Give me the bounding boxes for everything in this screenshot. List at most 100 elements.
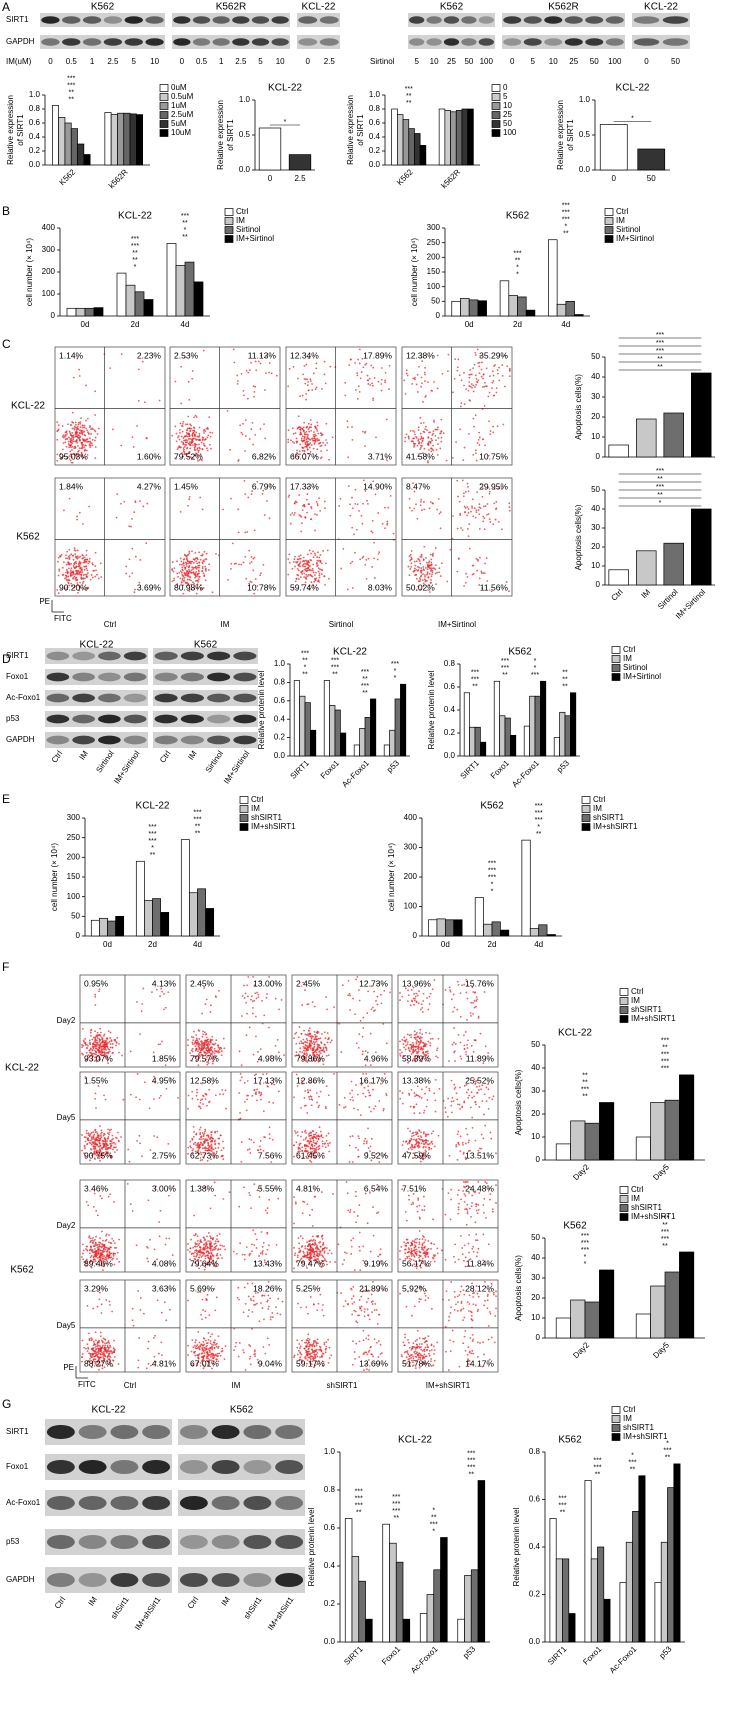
flow-event <box>505 581 508 583</box>
flow-event <box>454 358 456 361</box>
flow-event <box>313 574 316 577</box>
flow-event <box>212 1137 214 1140</box>
flow-event <box>434 572 437 575</box>
flow-event <box>189 430 192 433</box>
flow-event <box>271 1138 274 1141</box>
flow-event <box>294 453 297 456</box>
flow-event <box>489 521 492 523</box>
flow-plot-frame <box>54 477 166 597</box>
flow-event <box>82 439 85 442</box>
flow-event <box>109 1046 112 1049</box>
flow-event <box>303 439 306 442</box>
flow-event <box>305 446 308 448</box>
flow-event <box>204 1138 207 1140</box>
flow-event <box>317 567 320 570</box>
flow-event <box>83 559 86 561</box>
flow-event <box>307 381 310 383</box>
flow-event <box>238 563 240 566</box>
flow-event <box>228 1191 231 1193</box>
flow-event <box>106 1045 109 1048</box>
flow-event <box>57 429 60 432</box>
flow-event <box>490 1137 493 1140</box>
flow-event <box>311 1042 314 1045</box>
flow-event <box>376 1003 379 1006</box>
flow-event <box>126 1182 129 1185</box>
flow-event <box>422 1145 425 1148</box>
flow-plot-frame <box>169 477 281 597</box>
flow-event <box>74 440 76 443</box>
flow-event <box>315 1142 317 1145</box>
flow-event <box>435 564 437 567</box>
flow-event <box>256 991 258 994</box>
flow-event <box>293 511 296 514</box>
flow-event <box>421 452 424 455</box>
flow-event <box>59 555 61 557</box>
flow-event <box>82 426 84 429</box>
flow-event <box>129 1093 132 1096</box>
flow-event <box>254 578 257 580</box>
blot-band <box>145 38 164 46</box>
flow-event <box>456 366 459 369</box>
flow-event <box>188 550 191 553</box>
flow-event <box>380 389 383 392</box>
flow-event <box>484 562 486 565</box>
flow-event <box>368 1091 371 1094</box>
flow-event <box>478 372 481 375</box>
blot-band <box>41 38 60 46</box>
flow-event <box>188 568 190 571</box>
flow-event <box>329 1041 332 1044</box>
flow-event <box>301 1004 304 1006</box>
flow-event <box>97 1243 99 1246</box>
flow-event <box>190 571 193 574</box>
flow-event <box>464 1142 467 1145</box>
flow-event <box>187 1044 189 1047</box>
flow-event <box>74 435 77 438</box>
flow-event <box>186 446 189 449</box>
flow-event <box>480 572 483 574</box>
flow-event <box>97 1037 99 1040</box>
quadrant-percent: 4.96% <box>364 1053 389 1063</box>
flow-event <box>508 370 511 372</box>
flow-event <box>262 1110 265 1113</box>
flow-event <box>171 568 174 570</box>
flow-event <box>407 1047 410 1050</box>
flow-event <box>93 1245 95 1247</box>
flow-event <box>308 549 311 552</box>
flow-event <box>62 561 65 563</box>
flow-event <box>310 1143 313 1146</box>
flow-event <box>437 498 440 500</box>
flow-event <box>219 1254 222 1256</box>
flow-event <box>416 517 419 520</box>
flow-event <box>255 369 258 372</box>
flow-event <box>77 423 80 426</box>
flow-event <box>84 1140 87 1143</box>
flow-event <box>428 1002 431 1005</box>
flow-event <box>87 562 90 565</box>
flow-event <box>250 995 253 998</box>
flow-event <box>319 1130 322 1133</box>
flow-event <box>214 1245 217 1248</box>
flow-event <box>349 503 351 506</box>
flow-event <box>457 495 459 498</box>
flow-event <box>402 1043 405 1045</box>
flow-event <box>84 573 87 576</box>
flow-event <box>191 457 194 460</box>
flow-event <box>100 1129 103 1132</box>
flow-event <box>426 460 429 462</box>
flow-event <box>425 1031 427 1034</box>
flow-event <box>92 1136 95 1139</box>
blot-row-label: p53 <box>6 714 20 723</box>
blot-band <box>110 1495 139 1511</box>
flow-event <box>318 1147 321 1150</box>
flow-event <box>431 571 434 574</box>
flow-event <box>92 428 94 431</box>
blot-band <box>233 693 257 703</box>
flow-event <box>355 389 357 391</box>
flow-event <box>192 571 195 574</box>
flow-event <box>486 580 489 582</box>
flow-event <box>175 440 178 443</box>
flow-event <box>179 577 182 580</box>
flow-event <box>385 1094 388 1097</box>
blot-band <box>123 714 147 724</box>
flow-event <box>259 574 262 577</box>
